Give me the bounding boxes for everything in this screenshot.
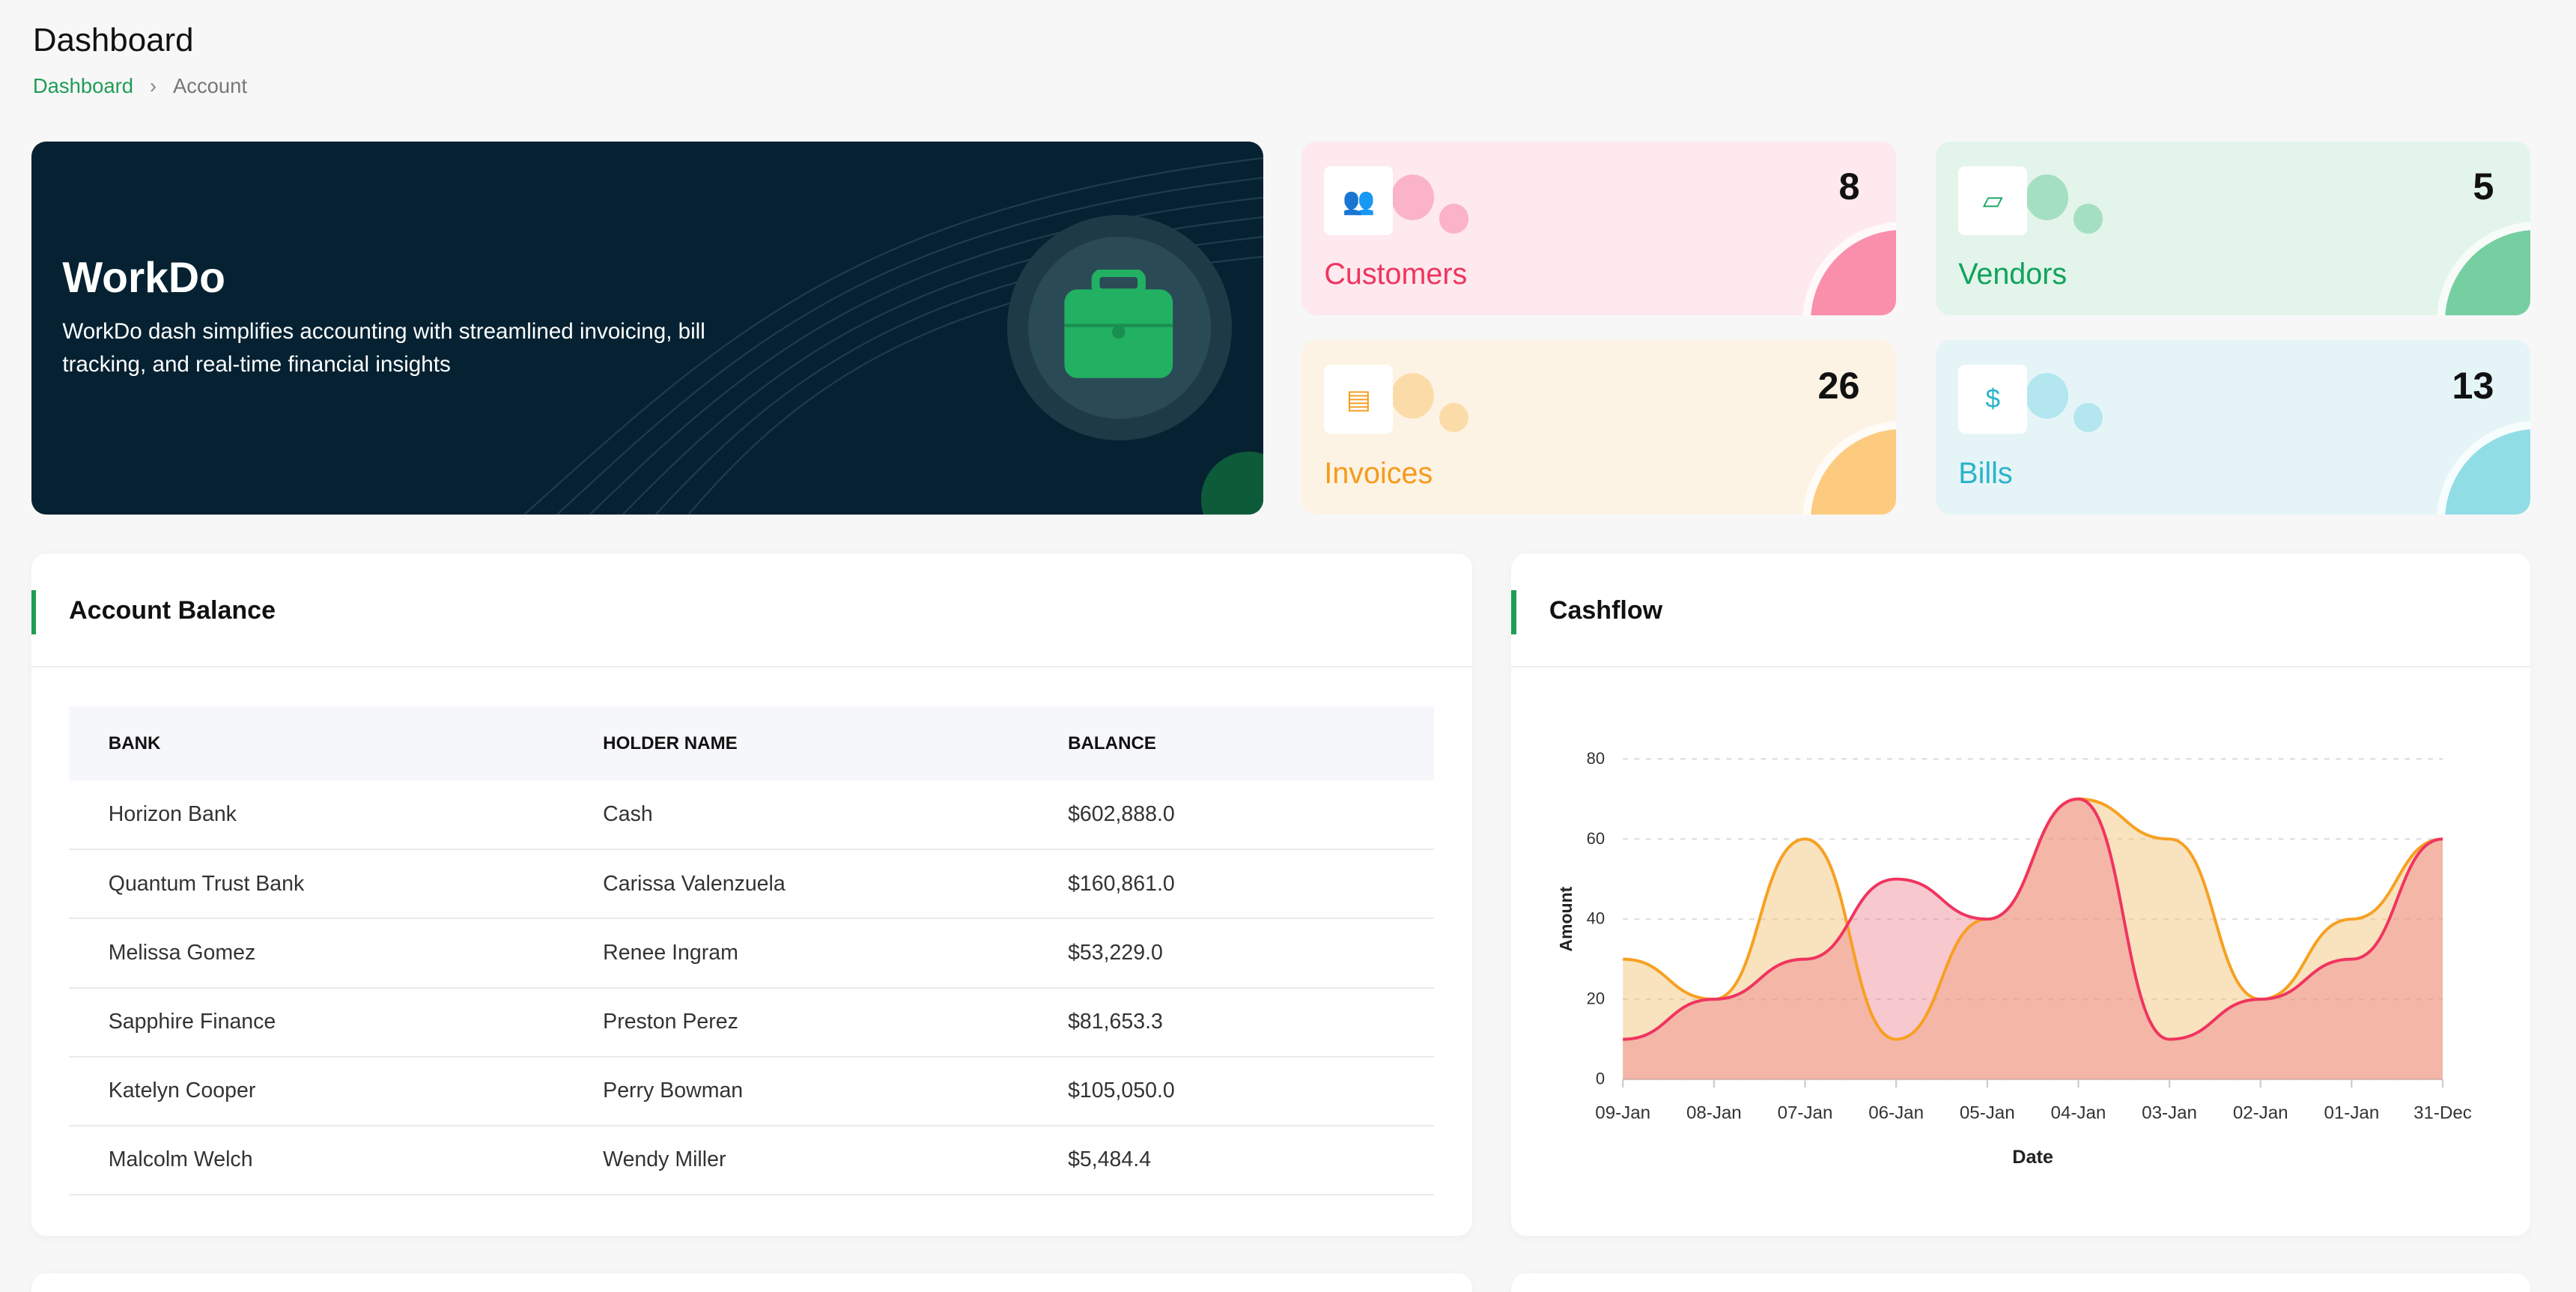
- x-tick-label: 03-Jan: [2142, 1103, 2198, 1123]
- stat-card-value: 8: [1838, 165, 1860, 208]
- bottom-left-panel: [31, 1273, 1472, 1292]
- decorative-bubble: [1439, 402, 1469, 432]
- stat-card-label: Customers: [1324, 258, 1468, 291]
- cell-bank: Sapphire Finance: [69, 987, 604, 1058]
- welcome-banner: WorkDo WorkDo dash simplifies accounting…: [31, 141, 1264, 515]
- decorative-corner: [2444, 230, 2530, 316]
- column-header-balance: BALANCE: [1068, 706, 1435, 781]
- table-row: Malcolm Welch Wendy Miller $5,484.4: [69, 1125, 1435, 1195]
- decorative-bubble: [1391, 174, 1435, 220]
- y-tick-label: 0: [1596, 1070, 1605, 1088]
- cell-holder-name: Renee Ingram: [603, 918, 1069, 989]
- series-line-1: [1623, 798, 2443, 1041]
- breadcrumb-account: Account: [172, 73, 247, 97]
- stat-card-label: Invoices: [1324, 456, 1433, 490]
- x-tick-label: 07-Jan: [1778, 1103, 1833, 1123]
- cell-balance: $53,229.0: [1068, 918, 1435, 989]
- breadcrumb: Dashboard › Account: [33, 74, 247, 98]
- cell-bank: Quantum Trust Bank: [69, 849, 604, 920]
- clipboard-dollar-icon: $: [1958, 365, 2028, 434]
- cashflow-panel: Cashflow 0 20 40 60 80 09-Jan 08-Jan 07-Jan 06-J…: [1511, 554, 2530, 1236]
- cell-balance: $602,888.0: [1068, 780, 1435, 851]
- decorative-corner: [2444, 428, 2530, 515]
- table-row: Melissa Gomez Renee Ingram $53,229.0: [69, 918, 1435, 989]
- stat-card-label: Vendors: [1958, 258, 2068, 291]
- y-tick-label: 20: [1587, 989, 1605, 1008]
- decorative-waves: [523, 157, 1264, 515]
- banner-title: WorkDo: [62, 253, 225, 302]
- y-tick-label: 80: [1587, 749, 1605, 768]
- stat-card-value: 13: [2452, 363, 2494, 407]
- decorative-bubble: [2026, 373, 2069, 419]
- decorative-bubble: [1391, 373, 1435, 419]
- column-header-bank: BANK: [69, 706, 604, 781]
- cell-balance: $81,653.3: [1068, 987, 1435, 1058]
- cell-bank: Melissa Gomez: [69, 918, 604, 989]
- cell-bank: Malcolm Welch: [69, 1125, 604, 1195]
- stat-card-customers[interactable]: 👥 Customers 8: [1301, 141, 1896, 316]
- table-row: Horizon Bank Cash $602,888.0: [69, 780, 1435, 851]
- cell-holder-name: Carissa Valenzuela: [603, 849, 1069, 920]
- breadcrumb-dashboard[interactable]: Dashboard: [32, 73, 133, 97]
- file-invoice-icon: ▤: [1324, 365, 1394, 434]
- table-row: Sapphire Finance Preston Perez $81,653.3: [69, 987, 1435, 1058]
- stat-card-value: 5: [2473, 165, 2494, 208]
- cashflow-title: Cashflow: [1549, 596, 1663, 625]
- cell-holder-name: Wendy Miller: [603, 1125, 1069, 1195]
- cashflow-chart: 0 20 40 60 80 09-Jan 08-Jan 07-Jan 06-Jan 05-Jan 0…: [1557, 749, 2473, 1168]
- account-balance-title: Account Balance: [69, 596, 276, 625]
- stat-card-invoices[interactable]: ▤ Invoices 26: [1301, 340, 1896, 515]
- stat-card-bills[interactable]: $ Bills 13: [1935, 340, 2530, 515]
- x-tick-label: 05-Jan: [1960, 1103, 2015, 1123]
- cell-bank: Katelyn Cooper: [69, 1056, 604, 1126]
- bottom-right-panel: [1511, 1273, 2530, 1292]
- column-header-holder-name: HOLDER NAME: [603, 706, 1069, 781]
- series-area-0: [1623, 799, 2443, 1080]
- banner-description: WorkDo dash simplifies accounting with s…: [62, 319, 705, 377]
- table-row: Quantum Trust Bank Carissa Valenzuela $160…: [69, 849, 1435, 920]
- y-axis-label: Amount: [1557, 887, 1576, 952]
- account-balance-panel: Account Balance BANK HOLDER NAME BALANCE…: [31, 554, 1472, 1236]
- account-balance-table: BANK HOLDER NAME BALANCE Horizon Bank Cas…: [69, 706, 1435, 1195]
- sticky-note-icon: ▱: [1958, 166, 2028, 235]
- stat-card-vendors[interactable]: ▱ Vendors 5: [1935, 141, 2530, 316]
- decorative-corner: [1810, 230, 1896, 316]
- x-tick-label: 01-Jan: [2324, 1103, 2380, 1123]
- x-tick-label: 04-Jan: [2051, 1103, 2106, 1123]
- cell-balance: $160,861.0: [1068, 849, 1435, 920]
- x-tick-label: 31-Dec: [2414, 1103, 2473, 1123]
- x-tick-label: 02-Jan: [2233, 1103, 2288, 1123]
- cell-holder-name: Cash: [603, 780, 1069, 851]
- y-tick-label: 40: [1587, 909, 1605, 928]
- decorative-corner: [1810, 428, 1896, 515]
- x-tick-label: 09-Jan: [1596, 1103, 1651, 1123]
- table-row: Katelyn Cooper Perry Bowman $105,050.0: [69, 1056, 1435, 1126]
- cell-holder-name: Preston Perez: [603, 987, 1069, 1058]
- series-area-1: [1623, 799, 2443, 1080]
- users-icon: 👥: [1324, 166, 1394, 235]
- x-axis-label: Date: [2013, 1147, 2054, 1168]
- cell-holder-name: Perry Bowman: [603, 1056, 1069, 1126]
- x-tick-label: 08-Jan: [1686, 1103, 1742, 1123]
- decorative-bubble: [2026, 174, 2069, 220]
- cell-balance: $5,484.4: [1068, 1125, 1435, 1195]
- decorative-bubble: [2073, 204, 2103, 234]
- stat-card-label: Bills: [1958, 456, 2013, 490]
- decorative-bubble: [2073, 402, 2103, 432]
- page-title: Dashboard: [32, 21, 194, 58]
- decorative-bubble: [1439, 204, 1469, 234]
- x-tick-label: 06-Jan: [1869, 1103, 1925, 1123]
- cell-balance: $105,050.0: [1068, 1056, 1435, 1126]
- chevron-right-icon: ›: [149, 73, 157, 97]
- y-tick-label: 60: [1587, 829, 1605, 848]
- briefcase-icon: [1064, 269, 1173, 378]
- cell-bank: Horizon Bank: [69, 780, 604, 851]
- stat-card-value: 26: [1817, 363, 1860, 407]
